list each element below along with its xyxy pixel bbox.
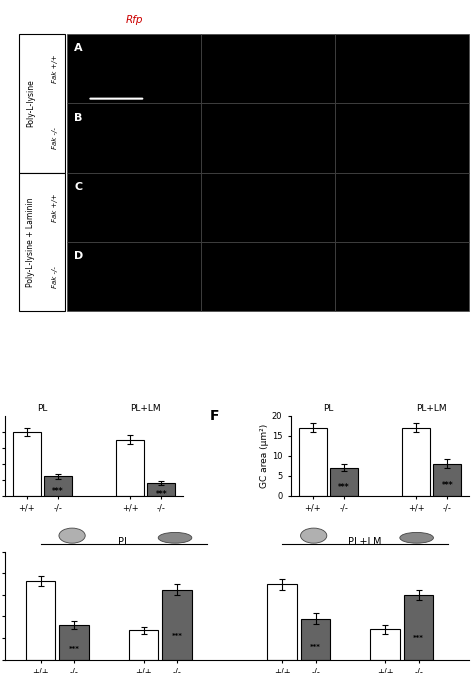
Bar bbox=[67, 173, 201, 242]
Bar bbox=[404, 595, 433, 660]
Text: ***: *** bbox=[413, 635, 424, 641]
Y-axis label: GC area (μm²): GC area (μm²) bbox=[260, 423, 269, 488]
Bar bbox=[402, 428, 430, 495]
Text: F: F bbox=[210, 409, 220, 423]
Bar bbox=[201, 34, 335, 104]
Bar bbox=[299, 428, 327, 495]
Bar bbox=[330, 468, 358, 495]
Ellipse shape bbox=[400, 532, 433, 543]
Bar bbox=[301, 618, 330, 660]
Text: PL: PL bbox=[37, 404, 47, 413]
Ellipse shape bbox=[59, 528, 85, 543]
Text: ***: *** bbox=[338, 483, 350, 492]
Bar bbox=[335, 242, 469, 312]
Bar bbox=[335, 34, 469, 104]
Bar bbox=[201, 173, 335, 242]
Text: ***: *** bbox=[441, 481, 453, 490]
Ellipse shape bbox=[158, 532, 192, 543]
Text: PL: PL bbox=[118, 538, 129, 548]
Bar bbox=[18, 34, 65, 173]
Text: ***: *** bbox=[69, 647, 80, 652]
Bar bbox=[67, 242, 201, 312]
Bar bbox=[67, 104, 201, 173]
Ellipse shape bbox=[301, 528, 327, 543]
Text: merge: merge bbox=[385, 15, 419, 26]
Text: A: A bbox=[74, 43, 83, 53]
Text: Fak -/-: Fak -/- bbox=[52, 127, 58, 149]
Text: PL+LM: PL+LM bbox=[348, 538, 382, 548]
Bar bbox=[163, 590, 192, 660]
Bar bbox=[267, 584, 297, 660]
Text: Fak +/+: Fak +/+ bbox=[52, 193, 58, 222]
Text: ***: *** bbox=[52, 487, 64, 496]
Bar bbox=[335, 104, 469, 173]
Text: Fak -/-: Fak -/- bbox=[52, 266, 58, 288]
Text: PL+LM: PL+LM bbox=[416, 404, 447, 413]
Text: Poly-L-lysine + Laminin: Poly-L-lysine + Laminin bbox=[27, 197, 36, 287]
Bar bbox=[18, 173, 65, 312]
Text: phalloidin: phalloidin bbox=[243, 15, 294, 26]
Bar bbox=[201, 242, 335, 312]
Bar bbox=[44, 476, 72, 495]
Bar bbox=[13, 431, 41, 495]
Bar bbox=[335, 173, 469, 242]
Text: ***: *** bbox=[172, 633, 182, 639]
Text: Fak +/+: Fak +/+ bbox=[52, 55, 58, 83]
Text: B: B bbox=[74, 112, 83, 122]
Bar bbox=[116, 439, 144, 495]
Text: D: D bbox=[74, 251, 84, 261]
Text: Poly-L-lysine: Poly-L-lysine bbox=[27, 79, 36, 127]
Bar bbox=[67, 34, 201, 104]
Bar bbox=[201, 104, 335, 173]
Text: C: C bbox=[74, 182, 82, 192]
Bar bbox=[26, 581, 55, 660]
Bar bbox=[129, 631, 158, 660]
Bar bbox=[433, 464, 461, 495]
Bar bbox=[147, 483, 175, 495]
Bar bbox=[59, 625, 89, 660]
Text: ***: *** bbox=[310, 644, 321, 650]
Text: Rfp: Rfp bbox=[126, 15, 143, 26]
Bar bbox=[370, 629, 400, 660]
Text: PL: PL bbox=[323, 404, 333, 413]
Text: ***: *** bbox=[155, 490, 167, 499]
Text: PL+LM: PL+LM bbox=[130, 404, 161, 413]
